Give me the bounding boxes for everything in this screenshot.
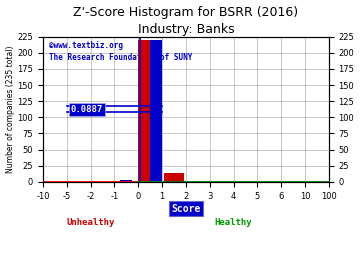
Bar	[138, 40, 150, 182]
Text: ©www.textbiz.org: ©www.textbiz.org	[49, 41, 123, 50]
Bar	[138, 40, 162, 182]
Text: Healthy: Healthy	[215, 218, 252, 227]
Text: Score: Score	[171, 204, 201, 214]
Text: Unhealthy: Unhealthy	[66, 218, 115, 227]
Bar	[120, 180, 132, 182]
Y-axis label: Number of companies (235 total): Number of companies (235 total)	[5, 46, 14, 173]
Text: The Research Foundation of SUNY: The Research Foundation of SUNY	[49, 53, 192, 62]
Title: Z'-Score Histogram for BSRR (2016)
Industry: Banks: Z'-Score Histogram for BSRR (2016) Indus…	[73, 6, 298, 36]
Bar	[165, 173, 184, 182]
Text: 0.0887: 0.0887	[71, 105, 103, 114]
